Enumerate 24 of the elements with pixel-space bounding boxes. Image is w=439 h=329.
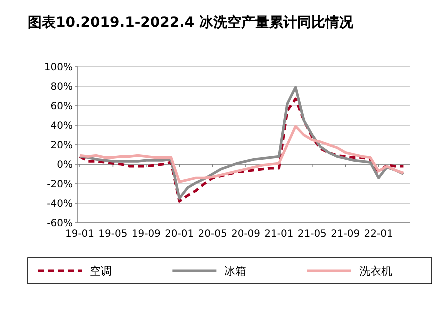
x-tick-label: 20-05 (198, 229, 228, 240)
y-tick-label: -20% (47, 180, 73, 190)
x-tick-label: 19-05 (98, 229, 128, 240)
x-tick-label: 19-01 (65, 229, 95, 240)
y-tick-label: -60% (47, 218, 73, 230)
y-tick-label: -40% (47, 199, 73, 210)
y-tick-label: 60% (50, 102, 73, 112)
legend-label: 空调 (90, 265, 112, 278)
x-tick-label: 19-09 (132, 229, 161, 240)
x-tick-label: 20-09 (231, 229, 261, 240)
y-tick-label: 100% (44, 62, 73, 74)
line-series (78, 125, 405, 184)
y-tick-label: 40% (50, 121, 73, 132)
y-tick-label: 0% (57, 160, 73, 171)
x-tick-label: 21-05 (298, 229, 327, 240)
chart-title: 图表10.2019.1-2022.4 冰洗空产量累计同比情况 (28, 14, 355, 31)
x-tick-label: 21-09 (331, 229, 360, 240)
legend-label: 冰箱 (224, 265, 247, 278)
x-tick-label: 20-01 (165, 229, 194, 240)
legend-label: 洗衣机 (359, 265, 392, 278)
y-tick-label: 20% (50, 140, 73, 152)
x-tick-label: 21-01 (264, 229, 294, 240)
x-tick-label: 22-01 (364, 229, 394, 240)
y-tick-label: 80% (50, 82, 73, 93)
